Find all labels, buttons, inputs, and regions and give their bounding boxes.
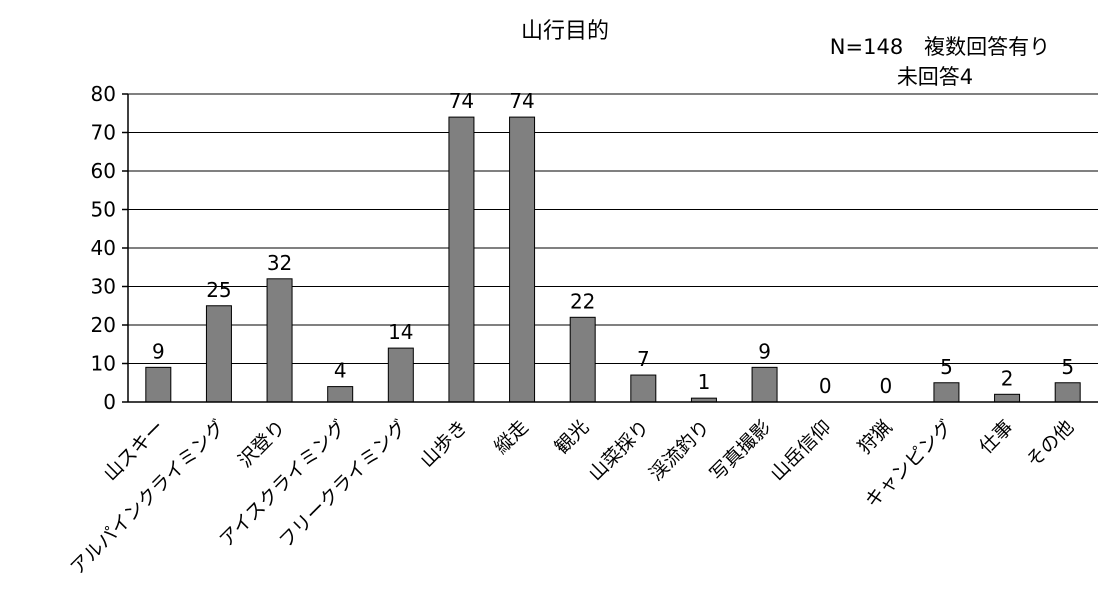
y-tick-label: 40 bbox=[91, 236, 116, 260]
category-label: 狩猟 bbox=[854, 416, 896, 458]
bar bbox=[266, 278, 293, 403]
y-tick-label: 80 bbox=[91, 82, 116, 106]
data-label: 5 bbox=[1061, 355, 1074, 379]
y-tick-label: 50 bbox=[91, 198, 116, 222]
chart-title: 山行目的 bbox=[521, 19, 609, 44]
bar bbox=[327, 386, 354, 403]
category-label: 写真撮影 bbox=[706, 416, 775, 485]
bar bbox=[387, 347, 414, 403]
bar bbox=[994, 393, 1021, 403]
chart-note-respondents: N=148 複数回答有り bbox=[830, 35, 1050, 59]
y-axis-ticks: 0 10 20 30 40 50 60 70 80 bbox=[91, 82, 128, 414]
y-tick-label: 0 bbox=[103, 390, 116, 414]
data-label: 9 bbox=[758, 339, 771, 363]
bars bbox=[145, 116, 1081, 403]
data-label: 7 bbox=[637, 347, 650, 371]
data-label: 14 bbox=[388, 320, 413, 344]
category-label: その他 bbox=[1022, 416, 1078, 472]
x-axis-categories: 山スキーアルパインクライミング 沢登りアイスクライミングフリークライミング 山歩き縦… bbox=[66, 416, 1078, 579]
category-label: 山菜採り bbox=[585, 416, 654, 485]
data-label: 4 bbox=[334, 359, 347, 383]
bar bbox=[1054, 382, 1081, 403]
data-label: 0 bbox=[879, 374, 892, 398]
data-label: 9 bbox=[152, 339, 165, 363]
data-label: 5 bbox=[940, 355, 953, 379]
chart-note-unanswered: 未回答4 bbox=[897, 65, 973, 89]
data-label: 22 bbox=[570, 289, 595, 313]
bar bbox=[569, 316, 596, 403]
category-label: 縦走 bbox=[490, 416, 532, 458]
bar bbox=[448, 116, 475, 403]
data-label: 25 bbox=[206, 278, 231, 302]
bar bbox=[509, 116, 536, 403]
data-label: 74 bbox=[509, 89, 534, 113]
bar bbox=[751, 366, 778, 403]
y-tick-label: 30 bbox=[91, 275, 116, 299]
bar bbox=[933, 382, 960, 403]
bar bbox=[205, 305, 232, 403]
y-tick-label: 70 bbox=[91, 121, 116, 145]
bar bbox=[630, 374, 657, 403]
bar bbox=[145, 366, 172, 403]
y-tick-label: 10 bbox=[91, 352, 116, 376]
category-label: 沢登り bbox=[234, 416, 290, 472]
data-label: 0 bbox=[819, 374, 832, 398]
data-label: 2 bbox=[1001, 366, 1014, 390]
category-label: 山歩き bbox=[416, 416, 472, 472]
category-label: 仕事 bbox=[975, 416, 1017, 458]
data-label: 32 bbox=[267, 251, 292, 275]
y-tick-label: 60 bbox=[91, 159, 116, 183]
data-label: 1 bbox=[698, 370, 711, 394]
data-label: 74 bbox=[449, 89, 474, 113]
category-label: 山岳信仰 bbox=[766, 416, 835, 485]
y-tick-label: 20 bbox=[91, 313, 116, 337]
category-label: 渓流釣り bbox=[645, 416, 714, 485]
axes bbox=[127, 94, 1098, 403]
category-label: 観光 bbox=[551, 416, 593, 458]
